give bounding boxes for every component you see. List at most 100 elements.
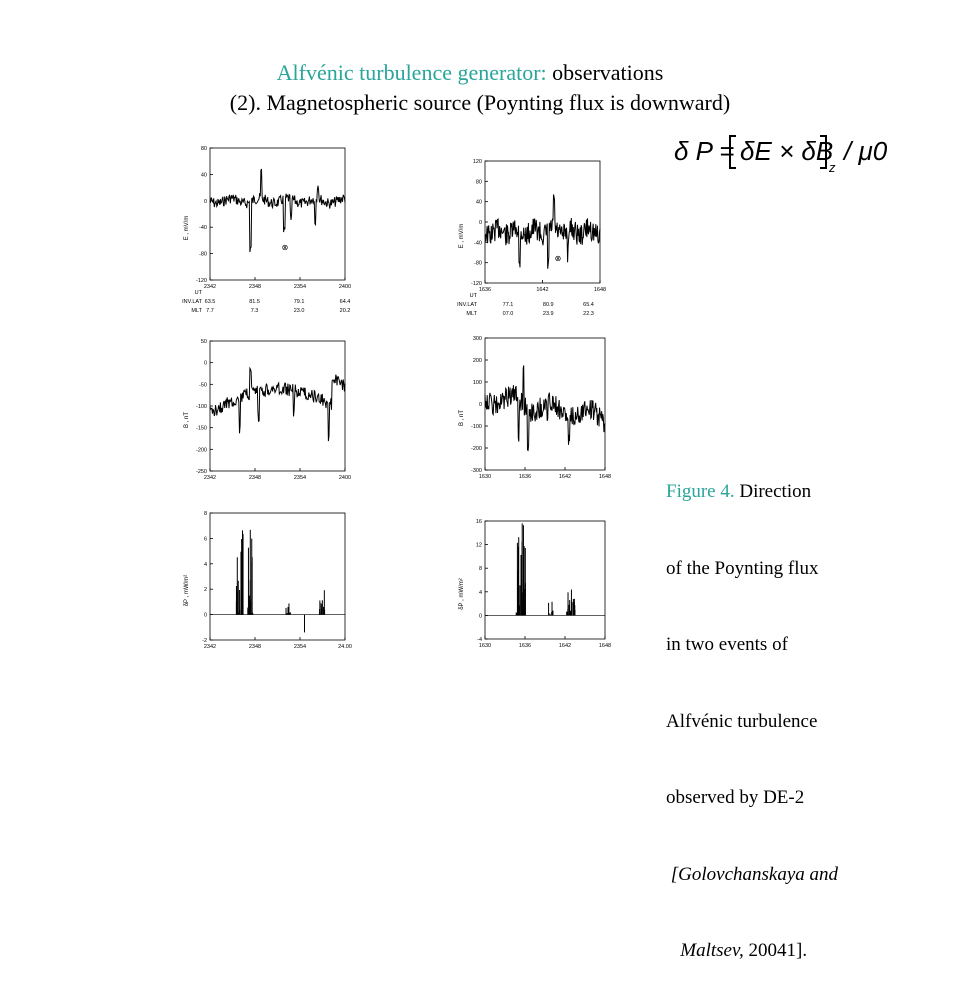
y-tick-label: 100	[473, 380, 482, 386]
ephemeris-label: MLT	[191, 308, 202, 314]
y-tick-label: 0	[204, 199, 207, 205]
ephemeris-value: 7.3	[251, 308, 259, 314]
x-tick-label: 1648	[599, 474, 611, 480]
y-axis-label: B , nT	[184, 412, 190, 428]
y-tick-label: 0	[204, 613, 207, 619]
y-axis-label: E , mV/m	[184, 216, 190, 241]
plot-frame	[209, 340, 346, 472]
x-tick-label: 1636	[479, 287, 491, 293]
y-tick-label: 0	[479, 402, 482, 408]
y-tick-label: 0	[204, 361, 207, 367]
ephemeris-value: 65.4	[583, 302, 594, 308]
slide-subtitle: (2). Magnetospheric source (Poynting flu…	[229, 90, 731, 115]
x-tick-label: 1636	[519, 474, 531, 480]
plot-frame	[209, 512, 346, 641]
caption-line-5: observed by DE-2	[666, 787, 805, 808]
formula-bracket-content: δE × δB	[740, 136, 833, 166]
caption-line-7-italic: Maltsev,	[666, 940, 744, 961]
caption-line-4: Alfvénic turbulence	[666, 710, 818, 732]
y-tick-label: -100	[471, 424, 482, 430]
y-tick-label: 2	[204, 587, 207, 593]
x-tick-label: 1630	[479, 643, 491, 649]
x-tick-label: 2348	[249, 475, 261, 481]
ephemeris-label: MLT	[466, 311, 477, 317]
y-tick-label: 200	[473, 358, 482, 364]
x-tick-label: 1636	[519, 643, 531, 649]
y-tick-label: 0	[479, 220, 482, 226]
x-tick-label: 1642	[559, 474, 571, 480]
ephemeris-value: 81.5	[249, 299, 260, 305]
caption-line-2: of the Poynting flux	[666, 557, 819, 579]
x-tick-label: 2342	[204, 644, 216, 650]
y-tick-label: -80	[474, 261, 482, 267]
x-tick-label: 1648	[594, 287, 606, 293]
y-tick-label: -80	[199, 252, 207, 258]
y-tick-label: 8	[204, 511, 207, 517]
y-tick-label: 80	[476, 179, 482, 185]
y-axis-label: E , mV/m	[459, 224, 465, 249]
y-tick-label: 40	[476, 200, 482, 206]
y-tick-label: -2	[202, 638, 207, 644]
y-tick-label: -120	[196, 278, 207, 284]
y-tick-label: -250	[196, 469, 207, 475]
x-tick-label: 2348	[249, 644, 261, 650]
slide-title-accent: Alfvénic turbulence generator:	[276, 60, 547, 85]
y-axis-label: B , nT	[459, 410, 465, 426]
x-tick-label: 1642	[536, 287, 548, 293]
y-tick-label: -100	[196, 404, 207, 410]
ephemeris-label: INV.LAT	[457, 302, 478, 308]
y-tick-label: 8	[479, 566, 482, 572]
direction-marker: ⊗	[555, 254, 562, 263]
caption-line-1: Direction	[734, 481, 812, 502]
y-axis-label: δP , mW/m²	[184, 575, 190, 607]
ephemeris-value: 23.0	[294, 308, 305, 314]
y-tick-label: 4	[204, 562, 207, 568]
y-tick-label: 6	[204, 536, 207, 542]
slide-title: Alfvénic turbulence generator: observati…	[0, 60, 950, 86]
y-tick-label: 0	[479, 613, 482, 619]
caption-line-7-rest: 20041].	[743, 940, 808, 961]
y-axis-label: δP , mW/m²	[459, 578, 465, 610]
ephemeris-value: 80.9	[543, 302, 554, 308]
ephemeris-value: 79.1	[294, 299, 305, 305]
x-tick-label: 2354	[294, 644, 306, 650]
ephemeris-value: 07.0	[503, 311, 514, 317]
x-tick-label: 2400	[339, 475, 351, 481]
poynting-formula: δ P = δE × δB z / μ0	[674, 135, 888, 175]
figure-label: Figure 4.	[666, 481, 735, 502]
y-tick-label: 80	[201, 146, 207, 152]
y-tick-label: -40	[474, 240, 482, 246]
x-tick-label: 24.00	[338, 644, 352, 650]
formula-lhs: δ P =	[674, 136, 734, 166]
formula-bracket-left	[729, 135, 736, 169]
caption-line-3: in two events of	[666, 634, 788, 655]
x-tick-label: 2400	[339, 284, 351, 290]
y-tick-label: -40	[199, 225, 207, 231]
ephemeris-value: 23.9	[543, 311, 554, 317]
y-tick-label: -300	[471, 468, 482, 474]
signal-trace	[209, 168, 346, 253]
ephemeris-value: 7.7	[206, 308, 214, 314]
y-tick-label: -4	[477, 637, 482, 643]
y-tick-label: 4	[479, 590, 482, 596]
x-tick-label: 2354	[294, 475, 306, 481]
formula-bracket-right	[820, 135, 827, 169]
y-tick-label: 12	[476, 543, 482, 549]
signal-trace	[484, 194, 601, 269]
formula-rhs: / μ0	[842, 136, 888, 166]
y-tick-label: 16	[476, 519, 482, 525]
ephemeris-value: 20.2	[340, 308, 351, 314]
figure-caption: Figure 4. Direction of the Poynting flux…	[666, 428, 838, 989]
x-tick-label: 1648	[599, 643, 611, 649]
x-tick-label: 2342	[204, 284, 216, 290]
plot-frame	[484, 160, 601, 284]
x-tick-label: 2348	[249, 284, 261, 290]
slide-title-rest: observations	[546, 60, 664, 85]
ephemeris-value: 64.4	[340, 299, 351, 305]
x-tick-label: 1630	[479, 474, 491, 480]
